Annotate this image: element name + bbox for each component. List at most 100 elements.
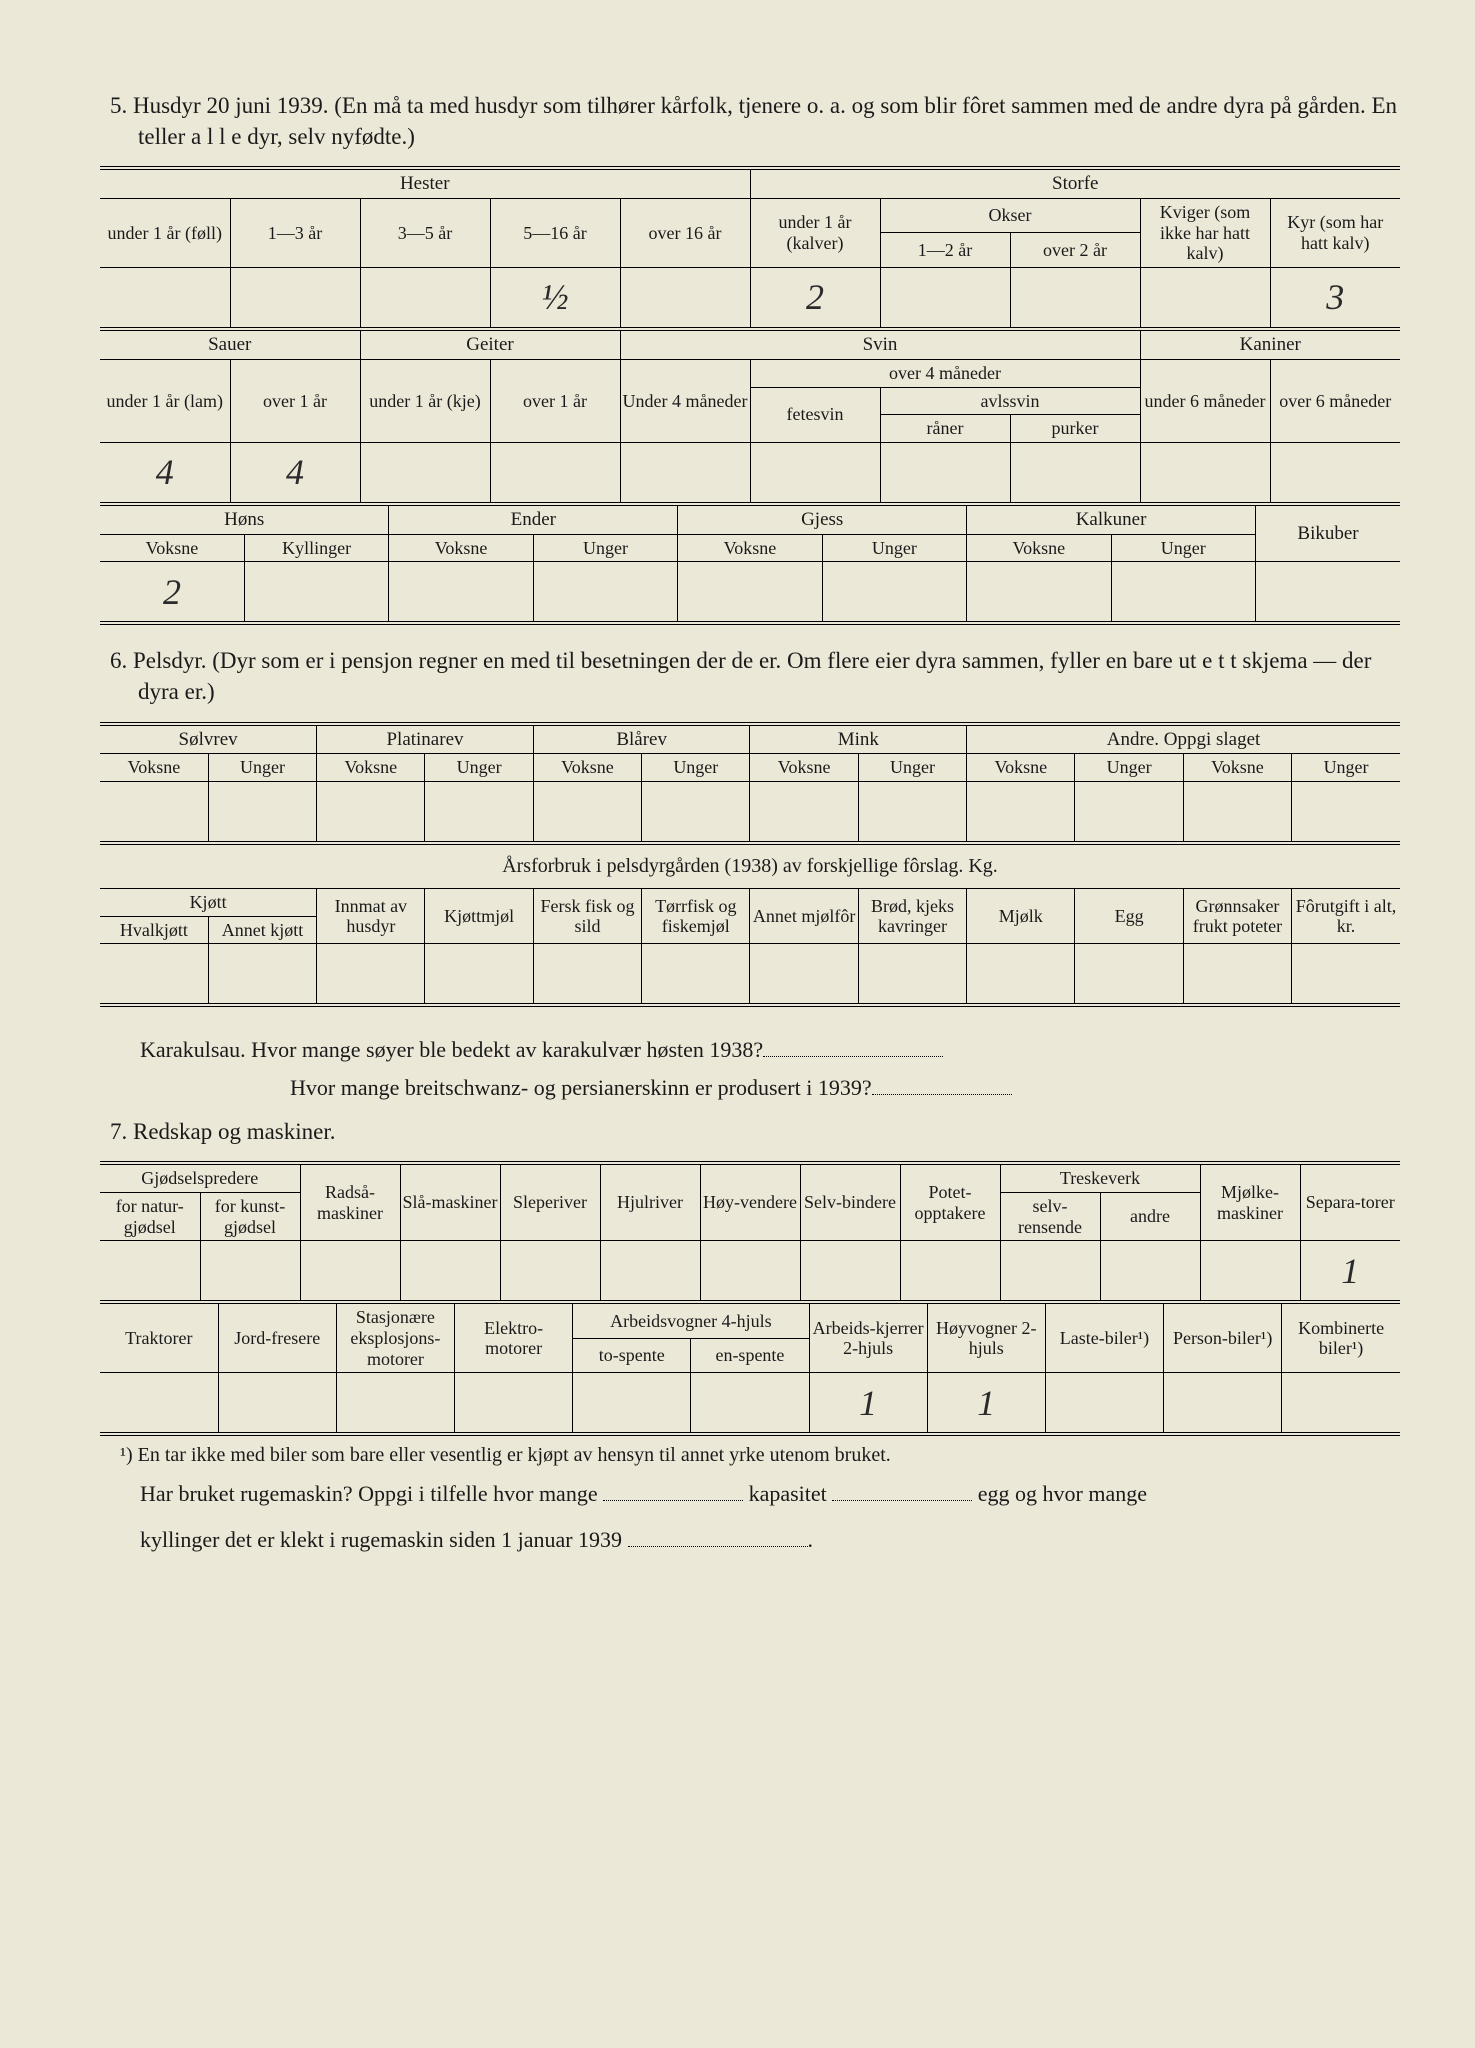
val-6-1-7[interactable] [858,782,966,844]
val-7-1-2[interactable] [300,1241,400,1303]
val-7-1-11[interactable] [1200,1241,1300,1303]
val-7-2-0[interactable] [100,1373,218,1435]
table-fjorkre: Høns Ender Gjess Kalkuner Bikuber Voksne… [100,505,1400,626]
val-7-1-1[interactable] [200,1241,300,1303]
val-5-1-3[interactable]: ½ [490,268,620,330]
val-5-3-3[interactable] [533,562,677,624]
val-7-2-6[interactable]: 1 [809,1373,927,1435]
val-5-2-2[interactable] [360,442,490,504]
val-7-2-1[interactable] [218,1373,336,1435]
val-5-2-3[interactable] [490,442,620,504]
val-5-2-7[interactable] [1010,442,1140,504]
val-6-1-1[interactable] [208,782,316,844]
val-7-1-7[interactable] [800,1241,900,1303]
val-6-1-0[interactable] [100,782,208,844]
val-7-2-3[interactable] [455,1373,573,1435]
val-6-2-7[interactable] [858,944,966,1006]
val-5-2-5[interactable] [750,442,880,504]
val-7-1-5[interactable] [600,1241,700,1303]
val-7-1-4[interactable] [500,1241,600,1303]
col-ender-u: Unger [533,534,677,562]
p-v2: Voksne [533,754,641,782]
val-5-3-8[interactable] [1256,562,1401,624]
val-6-2-2[interactable] [317,944,425,1006]
val-6-1-6[interactable] [750,782,858,844]
val-5-3-6[interactable] [967,562,1111,624]
val-7-1-10[interactable] [1100,1241,1200,1303]
val-5-1-7[interactable] [1010,268,1140,330]
val-5-2-6[interactable] [880,442,1010,504]
val-5-2-4[interactable] [620,442,750,504]
val-5-1-6[interactable] [880,268,1010,330]
col-okser-1-2: 1—2 år [880,233,1010,268]
val-5-1-8[interactable] [1140,268,1270,330]
val-5-1-2[interactable] [360,268,490,330]
val-7-2-4[interactable] [573,1373,691,1435]
val-6-1-2[interactable] [317,782,425,844]
val-5-1-5[interactable]: 2 [750,268,880,330]
rugemaskin-blank3[interactable] [628,1526,808,1547]
val-6-2-10[interactable] [1183,944,1291,1006]
val-6-2-9[interactable] [1075,944,1183,1006]
karakul-q2-blank[interactable] [872,1074,1012,1095]
val-7-1-3[interactable] [400,1241,500,1303]
val-6-1-3[interactable] [425,782,533,844]
val-7-1-9[interactable] [1000,1241,1100,1303]
val-6-1-5[interactable] [642,782,750,844]
val-5-2-1[interactable]: 4 [230,442,360,504]
val-5-3-7[interactable] [1111,562,1255,624]
val-6-2-11[interactable] [1292,944,1400,1006]
val-7-1-6[interactable] [700,1241,800,1303]
col-selvrens: selv-rensende [1000,1192,1100,1240]
val-6-2-6[interactable] [750,944,858,1006]
val-5-1-0[interactable] [100,268,230,330]
col-ferskfisk: Fersk fisk og sild [533,889,641,944]
val-6-2-3[interactable] [425,944,533,1006]
val-5-1-4[interactable] [620,268,750,330]
val-6-1-4[interactable] [533,782,641,844]
footnote-biler: ¹) En tar ikke med biler som bare eller … [120,1444,1400,1467]
val-6-2-8[interactable] [967,944,1075,1006]
val-5-1-1[interactable] [230,268,360,330]
p-u5: Unger [1292,754,1400,782]
val-6-2-1[interactable] [208,944,316,1006]
col-kalver: under 1 år (kalver) [750,198,880,267]
val-7-2-9[interactable] [1164,1373,1282,1435]
val-6-1-9[interactable] [1075,782,1183,844]
val-7-2-8[interactable] [1045,1373,1163,1435]
val-7-1-12[interactable]: 1 [1300,1241,1400,1303]
val-6-2-5[interactable] [642,944,750,1006]
val-5-3-0[interactable]: 2 [100,562,244,624]
val-5-3-4[interactable] [678,562,822,624]
val-6-2-0[interactable] [100,944,208,1006]
karakul-q1-blank[interactable] [763,1037,943,1058]
val-5-3-1[interactable] [244,562,388,624]
val-7-2-10[interactable] [1282,1373,1400,1435]
val-5-1-9[interactable]: 3 [1270,268,1400,330]
val-5-2-8[interactable] [1140,442,1270,504]
val-6-1-10[interactable] [1183,782,1291,844]
val-7-1-8[interactable] [900,1241,1000,1303]
group-storfe: Storfe [750,168,1400,198]
val-6-1-11[interactable] [1292,782,1400,844]
col-kanin-o6: over 6 måneder [1270,359,1400,442]
val-5-3-2[interactable] [389,562,533,624]
col-hoyvendere: Høy-vendere [700,1163,800,1241]
val-6-1-8[interactable] [967,782,1075,844]
group-sauer: Sauer [100,331,360,360]
val-7-2-7[interactable]: 1 [927,1373,1045,1435]
val-7-1-0[interactable] [100,1241,200,1303]
val-6-2-4[interactable] [533,944,641,1006]
val-5-2-9[interactable] [1270,442,1400,504]
val-7-2-2[interactable] [336,1373,454,1435]
col-mjolfor: Annet mjølfôr [750,889,858,944]
val-7-2-5[interactable] [691,1373,809,1435]
table-hester-storfe: Hester Storfe under 1 år (føll) 1—3 år 3… [100,166,1400,331]
rugemaskin-blank2[interactable] [832,1481,972,1502]
rugemaskin-q1b: kapasitet [749,1481,827,1506]
col-andre: andre [1100,1192,1200,1240]
rugemaskin-blank1[interactable] [603,1481,743,1502]
val-5-3-5[interactable] [822,562,966,624]
val-5-2-0[interactable]: 4 [100,442,230,504]
table-redskap-1: Gjødselspredere Radså-maskiner Slå-maski… [100,1161,1400,1304]
